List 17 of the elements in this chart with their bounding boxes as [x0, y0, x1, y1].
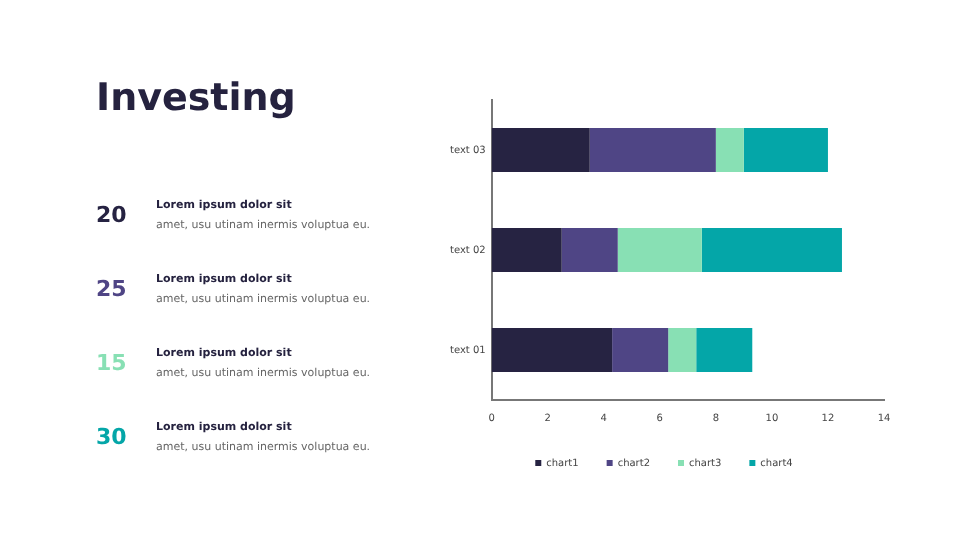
bar: [701, 228, 842, 272]
bar: [668, 328, 697, 372]
text: 30: [96, 424, 127, 450]
bar: [696, 328, 753, 372]
bar: [743, 128, 828, 172]
chart-title: Investing: [96, 76, 296, 120]
bar: [491, 128, 590, 172]
bar: [617, 228, 702, 272]
bar: [561, 228, 618, 272]
text: 25: [96, 276, 127, 302]
bar: [491, 328, 613, 372]
bar: [491, 228, 562, 272]
bar: [612, 328, 669, 372]
bar: [589, 128, 716, 172]
text: 20: [96, 202, 127, 228]
bar: [715, 128, 744, 172]
text: 15: [96, 350, 127, 376]
